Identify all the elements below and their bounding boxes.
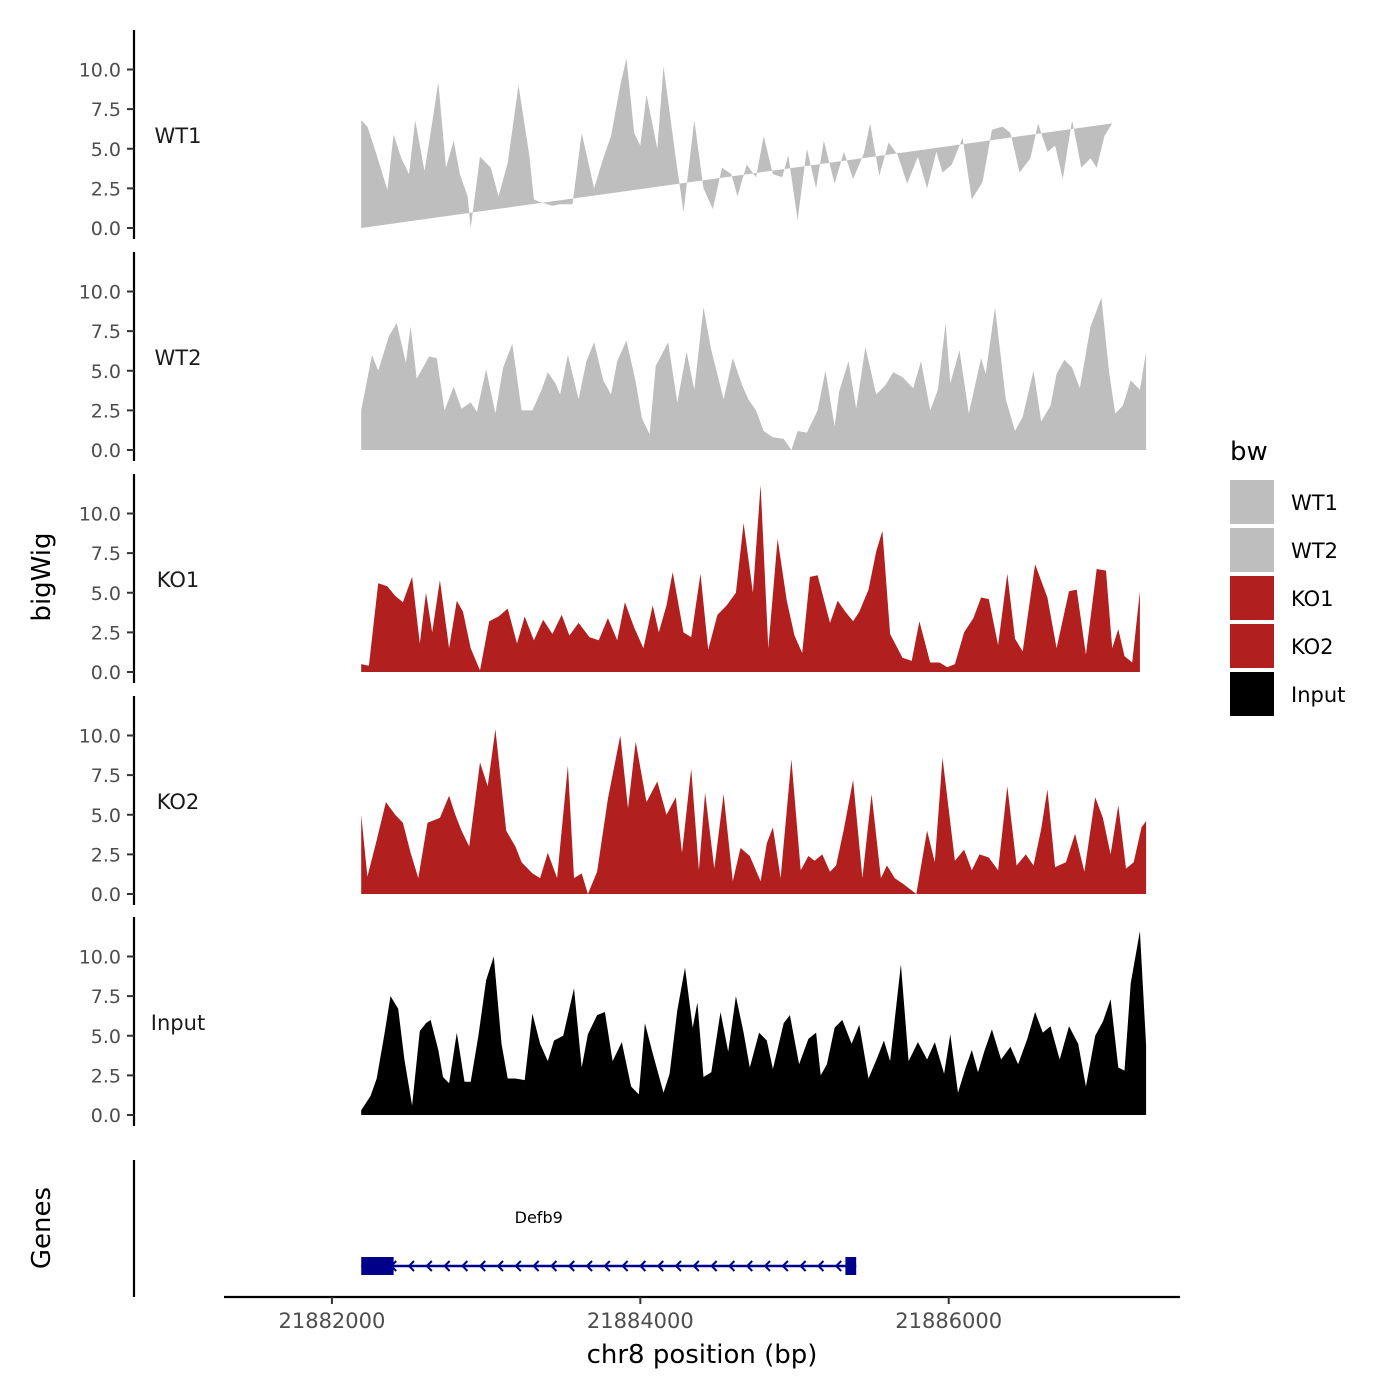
strand-arrow: [728, 1260, 736, 1272]
track-input: 0.0 2.5 5.0 7.5 10.0 Input: [79, 917, 1147, 1127]
area-series-wt1: [361, 58, 1113, 229]
y-tick-label: 10.0: [79, 504, 121, 526]
y-tick-label: 5.0: [91, 361, 121, 383]
strand-arrow: [603, 1260, 611, 1272]
y-tick-label: 0.0: [91, 1105, 121, 1127]
y-tick-label: 5.0: [91, 1026, 121, 1048]
track-label: WT2: [155, 346, 202, 370]
y-tick-label: 2.5: [91, 1065, 121, 1087]
legend-swatch: [1230, 528, 1274, 572]
legend-swatch: [1230, 672, 1274, 716]
legend-label: Input: [1291, 683, 1345, 707]
track-ko2: 0.0 2.5 5.0 7.5 10.0 KO2: [79, 696, 1147, 906]
y-tick-label: 5.0: [91, 139, 121, 161]
strand-arrow: [692, 1260, 700, 1272]
area-series-ko1: [361, 485, 1140, 672]
gene-exon: [845, 1257, 857, 1275]
y-tick-label: 0.0: [91, 218, 121, 240]
area-series-ko2: [361, 729, 1147, 894]
genes-axis-title: Genes: [27, 1187, 57, 1269]
strand-arrow: [514, 1260, 522, 1272]
y-tick-label: 10.0: [79, 60, 121, 82]
legend-label: KO1: [1291, 587, 1334, 611]
strand-arrow: [817, 1260, 825, 1272]
strand-arrow: [425, 1260, 433, 1272]
gene-exon: [361, 1257, 394, 1275]
gene-defb9: Defb9: [361, 1208, 857, 1275]
y-tick-label: 10.0: [79, 726, 121, 748]
y-tick-label: 7.5: [91, 321, 121, 343]
strand-arrow: [550, 1260, 558, 1272]
legend-label: WT1: [1291, 491, 1338, 515]
strand-arrow: [443, 1260, 451, 1272]
y-tick-label: 2.5: [91, 844, 121, 866]
tracks-layer: 0.02.55.07.510.0WT10.02.55.07.510.0WT20.…: [79, 30, 1147, 1127]
y-tick-label: 7.5: [91, 99, 121, 121]
y-tick-label: 2.5: [91, 622, 121, 644]
y-tick-label: 10.0: [79, 947, 121, 969]
strand-arrow: [834, 1260, 842, 1272]
y-tick-label: 0.0: [91, 662, 121, 684]
x-tick-label: 21884000: [587, 1309, 694, 1333]
y-tick-label: 7.5: [91, 986, 121, 1008]
legend-swatch: [1230, 480, 1274, 524]
strand-arrow: [745, 1260, 753, 1272]
strand-arrow: [799, 1260, 807, 1272]
legend: bw WT1 WT2 KO1 KO2 Input: [1230, 437, 1345, 716]
y-axis-title: bigWig: [27, 532, 57, 621]
legend-item-wt2: WT2: [1230, 528, 1338, 572]
strand-arrow: [621, 1260, 629, 1272]
track-label: WT1: [155, 124, 202, 148]
y-tick-label: 5.0: [91, 583, 121, 605]
strand-arrow: [674, 1260, 682, 1272]
strand-arrow: [763, 1260, 771, 1272]
legend-label: KO2: [1291, 635, 1334, 659]
area-series-input: [361, 931, 1147, 1115]
track-wt2: 0.0 2.5 5.0 7.5 10.0 WT2: [79, 252, 1147, 462]
strand-arrow: [710, 1260, 718, 1272]
legend-swatch: [1230, 576, 1274, 620]
strand-arrow: [567, 1260, 575, 1272]
x-tick-label: 21882000: [278, 1309, 385, 1333]
y-tick-label: 2.5: [91, 178, 121, 200]
strand-arrow: [781, 1260, 789, 1272]
track-ko1: 0.0 2.5 5.0 7.5 10.0 KO1: [79, 474, 1140, 684]
legend-item-ko2: KO2: [1230, 624, 1334, 668]
legend-item-wt1: WT1: [1230, 480, 1338, 524]
x-axis: 21882000 21884000 21886000: [224, 1295, 1180, 1333]
legend-item-input: Input: [1230, 672, 1345, 716]
strand-arrow: [585, 1260, 593, 1272]
genes-panel: Defb9: [132, 1160, 857, 1297]
strand-arrow: [478, 1260, 486, 1272]
track-label: KO1: [157, 568, 200, 592]
y-tick-label: 5.0: [91, 805, 121, 827]
x-axis-title: chr8 position (bp): [587, 1340, 818, 1370]
y-tick-label: 7.5: [91, 543, 121, 565]
track-label: Input: [151, 1011, 205, 1035]
strand-arrow: [656, 1260, 664, 1272]
y-tick-label: 10.0: [79, 282, 121, 304]
legend-title: bw: [1230, 437, 1268, 467]
legend-item-ko1: KO1: [1230, 576, 1334, 620]
strand-arrow: [407, 1260, 415, 1272]
y-tick-label: 0.0: [91, 884, 121, 906]
x-tick-label: 21886000: [895, 1309, 1002, 1333]
y-tick-label: 2.5: [91, 400, 121, 422]
track-label: KO2: [157, 790, 200, 814]
strand-arrow: [461, 1260, 469, 1272]
y-tick-label: 7.5: [91, 765, 121, 787]
legend-label: WT2: [1291, 539, 1338, 563]
legend-swatch: [1230, 624, 1274, 668]
strand-arrow: [532, 1260, 540, 1272]
y-tick-label: 0.0: [91, 440, 121, 462]
track-wt1: 0.0 2.5 5.0 7.5 10.0 WT1: [79, 30, 1113, 240]
gene-name-label: Defb9: [515, 1208, 563, 1227]
strand-arrow: [496, 1260, 504, 1272]
strand-arrow: [639, 1260, 647, 1272]
area-series-wt2: [361, 297, 1147, 450]
